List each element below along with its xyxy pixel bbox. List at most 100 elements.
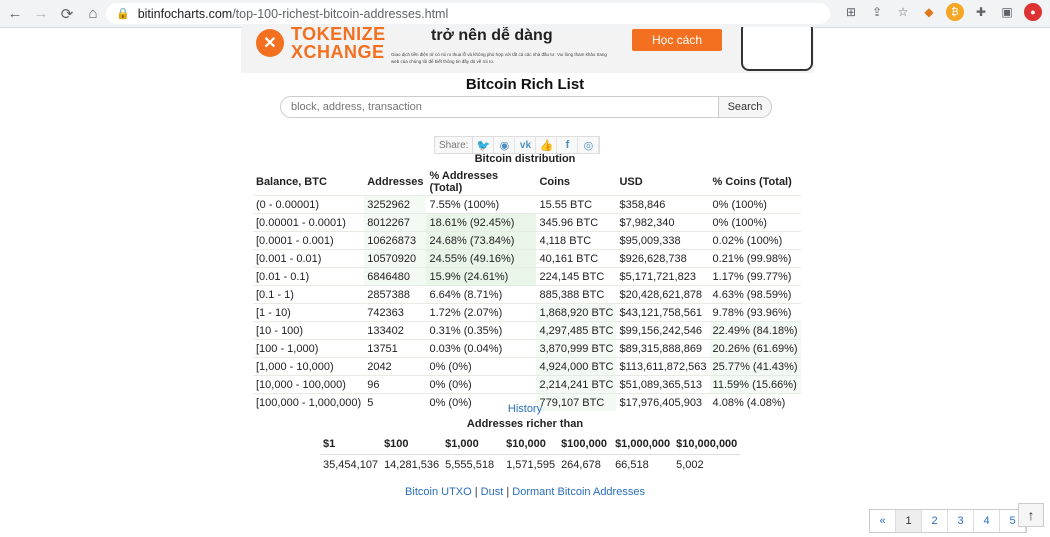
phone-image xyxy=(741,27,813,71)
profile-avatar[interactable]: ● xyxy=(1024,3,1042,21)
table-cell: 2857388 xyxy=(364,285,427,304)
extension-coin-icon[interactable]: ₿ xyxy=(946,3,964,21)
table-cell: 345.96 BTC xyxy=(536,213,617,232)
table-cell: 3252962 xyxy=(364,195,427,214)
tokenize-logo: TOKENIZE XCHANGE xyxy=(291,27,386,62)
table-cell: 4,118 BTC xyxy=(536,231,617,250)
like-icon[interactable]: 👍 xyxy=(536,137,558,153)
history-link[interactable]: History xyxy=(507,403,543,415)
table-cell: 1,868,920 BTC xyxy=(536,303,617,322)
scroll-top-button[interactable]: ↑ xyxy=(1018,503,1044,527)
col-header: Addresses xyxy=(367,176,424,188)
table-cell: 9.78% (93.96%) xyxy=(709,303,801,322)
pager-prev-button[interactable]: « xyxy=(870,510,896,532)
vk-icon[interactable]: vk xyxy=(515,137,537,153)
table-cell: [10,000 - 100,000) xyxy=(253,375,365,394)
col-header: $100,000 xyxy=(558,433,613,455)
distribution-title: Bitcoin distribution xyxy=(474,153,576,165)
table-cell: [0.01 - 0.1) xyxy=(253,267,365,286)
back-icon[interactable]: ← xyxy=(7,5,23,22)
table-cell: (0 - 0.00001) xyxy=(253,195,365,214)
pager-page-4[interactable]: 4 xyxy=(974,510,1000,532)
share-page-icon[interactable]: ⇪ xyxy=(871,5,883,19)
table-cell: 35,454,107 xyxy=(323,458,379,471)
table-cell: 0% (0%) xyxy=(426,375,537,394)
home-icon[interactable]: ⌂ xyxy=(88,5,98,22)
table-cell: 0% (0%) xyxy=(426,393,537,411)
col-header: $100 xyxy=(381,433,443,455)
banner-cta-button[interactable]: Học cách xyxy=(632,29,722,51)
col-header: USD xyxy=(619,176,643,188)
search-bar: Search xyxy=(280,96,772,120)
table-cell: 4,297,485 BTC xyxy=(536,321,617,340)
table-cell: 4.08% (4.08%) xyxy=(709,393,801,411)
table-cell: 13751 xyxy=(364,339,427,358)
reload-icon[interactable]: ⟳ xyxy=(60,5,74,23)
table-cell: 0.03% (0.04%) xyxy=(426,339,537,358)
address-bar[interactable]: 🔒 bitinfocharts.com/top-100-richest-bitc… xyxy=(106,3,830,24)
table-cell: 5 xyxy=(364,393,427,411)
side-panel-icon[interactable]: ▣ xyxy=(1001,5,1013,19)
table-cell: 742363 xyxy=(364,303,427,322)
facebook-icon[interactable]: f xyxy=(557,137,579,153)
weibo-icon[interactable]: ◎ xyxy=(578,137,600,153)
distribution-table: Balance, BTC Addresses % Addresses (Tota… xyxy=(253,169,801,411)
table-cell: 779,107 BTC xyxy=(536,393,617,411)
table-cell: 885,388 BTC xyxy=(536,285,617,304)
footer-links: Bitcoin UTXO | Dust | Dormant Bitcoin Ad… xyxy=(0,486,1050,498)
separator: | xyxy=(506,486,510,498)
pager-page-3[interactable]: 3 xyxy=(948,510,974,532)
table-cell: 264,678 xyxy=(561,458,601,471)
twitter-icon[interactable]: 🐦 xyxy=(473,137,495,153)
table-cell: $20,428,621,878 xyxy=(616,285,710,304)
table-row: [100 - 1,000) 13751 0.03% (0.04%) 3,870,999… xyxy=(253,339,801,358)
table-cell: $89,315,888,869 xyxy=(616,339,710,358)
forward-icon[interactable]: → xyxy=(33,5,49,22)
reddit-icon[interactable]: ◉ xyxy=(494,137,516,153)
table-cell: 11.59% (15.66%) xyxy=(709,375,801,394)
table-cell: 4,924,000 BTC xyxy=(536,357,617,376)
col-header: $10,000,000 xyxy=(673,433,741,455)
separator: | xyxy=(474,486,478,498)
table-cell: 1.17% (99.77%) xyxy=(709,267,801,286)
bitcoin-utxo-link[interactable]: Bitcoin UTXO xyxy=(405,486,472,498)
pager-page-1[interactable]: 1 xyxy=(896,510,922,532)
table-cell: $5,171,721,823 xyxy=(616,267,710,286)
metamask-icon[interactable]: ◆ xyxy=(924,5,934,19)
table-cell: [0.0001 - 0.001) xyxy=(253,231,365,250)
lock-icon: 🔒 xyxy=(116,8,130,20)
table-cell: [0.00001 - 0.0001) xyxy=(253,213,365,232)
table-cell: 0.31% (0.35%) xyxy=(426,321,537,340)
dormant-addresses-link[interactable]: Dormant Bitcoin Addresses xyxy=(512,486,645,498)
table-cell: [0.1 - 1) xyxy=(253,285,365,304)
table-cell: 25.77% (41.43%) xyxy=(709,357,801,376)
table-cell: 20.26% (61.69%) xyxy=(709,339,801,358)
table-cell: $7,982,340 xyxy=(616,213,710,232)
table-cell: $43,121,758,561 xyxy=(616,303,710,322)
search-button[interactable]: Search xyxy=(718,96,772,118)
url-path: /top-100-richest-bitcoin-addresses.html xyxy=(232,6,449,21)
table-cell: 0% (0%) xyxy=(426,357,537,376)
bookmark-star-icon[interactable]: ☆ xyxy=(897,5,909,19)
table-cell: $95,009,338 xyxy=(616,231,710,250)
col-header: $1,000,000 xyxy=(612,433,674,455)
col-header: Coins xyxy=(539,176,571,188)
table-cell: 7.55% (100%) xyxy=(426,195,537,214)
extensions-puzzle-icon[interactable]: ✚ xyxy=(975,5,987,19)
ad-banner[interactable]: ✕ TOKENIZE XCHANGE trở nên dễ dàng Giao … xyxy=(241,27,814,73)
table-cell: 6846480 xyxy=(364,267,427,286)
share-bar: Share: 🐦 ◉ vk 👍 f ◎ xyxy=(434,136,601,154)
translate-icon[interactable]: ⊞ xyxy=(845,5,857,19)
table-cell: [0.001 - 0.01) xyxy=(253,249,365,268)
table-cell: 8012267 xyxy=(364,213,427,232)
table-row: (0 - 0.00001) 3252962 7.55% (100%) 15.55 BT… xyxy=(253,195,801,214)
dust-link[interactable]: Dust xyxy=(480,486,504,498)
col-header: Balance, BTC xyxy=(256,176,327,188)
table-cell: [1,000 - 10,000) xyxy=(253,357,365,376)
table-cell: 10626873 xyxy=(364,231,427,250)
col-header: % Addresses (Total) xyxy=(429,170,499,194)
table-row: [0.0001 - 0.001) 10626873 24.68% (73.84%) 4… xyxy=(253,231,801,250)
table-row: [0.00001 - 0.0001) 8012267 18.61% (92.45%)… xyxy=(253,213,801,232)
search-input[interactable] xyxy=(280,96,719,118)
pager-page-2[interactable]: 2 xyxy=(922,510,948,532)
